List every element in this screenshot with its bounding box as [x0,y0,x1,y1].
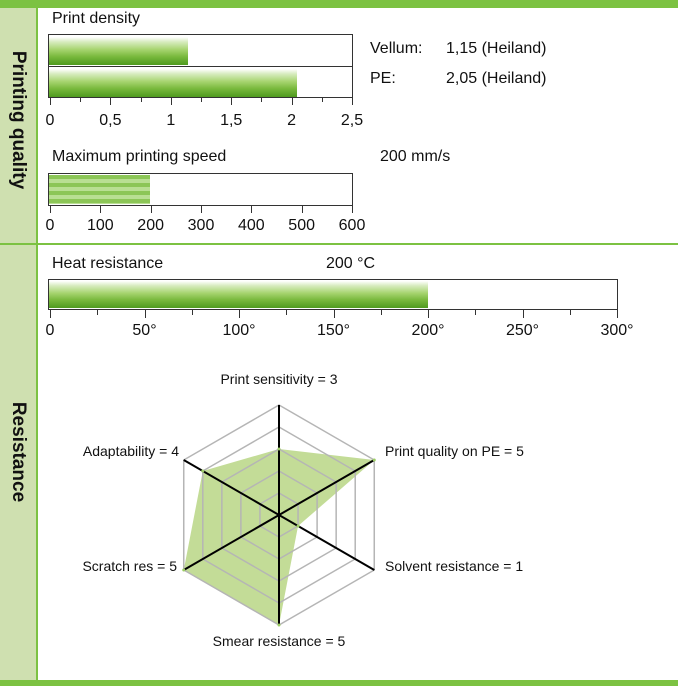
tick-label: 100 [86,217,114,234]
axis-minor-tick [140,98,142,103]
axis-tick [50,98,51,105]
axis-tick [201,206,202,213]
radar-spoke [183,459,375,571]
axis-minor-tick [569,310,571,315]
axis-minor-tick [380,310,382,315]
tick-label: 2 [287,112,297,129]
axis-minor-tick [321,98,323,103]
bar-speed [49,175,150,204]
print-density-row-divider [49,66,352,67]
axis-tick [144,310,146,318]
heat-value-label: 200 °C [326,255,376,272]
print-density-title: Print density [52,10,141,27]
axis-tick [170,98,172,105]
axis-tick [50,310,51,318]
axis-tick [100,206,102,213]
radar-point [277,447,281,451]
axis-tick [522,310,524,318]
speed-value-label: 200 mm/s [380,148,451,165]
top-accent-bar [0,0,678,8]
tick-label: 1,5 [220,112,243,129]
speed-chart [48,173,353,206]
heat-chart [48,279,618,310]
tick-label: 300 [187,217,215,234]
axis-tick [110,98,112,105]
series-label-vellum: 1,15 (Heiland) [446,40,547,57]
axis-tick [239,310,240,318]
tick-label: 2,5 [340,112,364,129]
sidebar [0,8,36,680]
axis-tick [50,206,51,213]
bar-pe [49,69,298,97]
series-label-pe: 2,05 (Heiland) [446,70,547,87]
axis-tick [352,206,353,213]
axis-minor-tick [261,98,263,103]
axis-tick [251,206,253,213]
tick-label: 200° [411,322,445,339]
radar-axis-label: Print sensitivity = 3 [220,371,337,387]
axis-tick [352,98,353,105]
axis-minor-tick [191,310,193,315]
radar-point [201,469,205,473]
tick-label: 200 [137,217,165,234]
section-divider [0,243,678,245]
axis-minor-tick [286,310,288,315]
tick-label: 300° [600,322,634,339]
axis-tick [231,98,233,105]
tick-label: 150° [316,322,351,339]
radar-point [372,458,376,462]
tick-label: 50° [132,322,157,339]
axis-minor-tick [475,310,477,315]
series-name-vellum: Vellum: [370,40,423,57]
axis-tick [150,206,152,213]
tick-label: 0 [45,112,55,129]
speed-title: Maximum printing speed [52,148,227,165]
radar-axis-label: Adaptability = 4 [83,443,179,459]
sidebar-divider [36,8,38,680]
axis-tick [617,310,618,318]
radar-axis-label: Print quality on PE = 5 [385,443,524,459]
tick-label: 500 [288,217,316,234]
radar-axis-label: Solvent resistance = 1 [385,558,523,574]
axis-tick [291,98,293,105]
tick-label: 0 [45,322,55,339]
radar-point [277,623,281,627]
axis-minor-tick [201,98,202,103]
radar-point [296,524,300,528]
radar-point [182,568,186,572]
print-density-chart [48,34,353,98]
axis-tick [428,310,429,318]
tick-label: 0 [45,217,55,234]
tick-label: 250° [505,322,540,339]
series-name-pe: PE: [370,70,396,87]
tick-label: 100° [222,322,256,339]
tick-label: 400 [237,217,265,234]
bar-vellum [49,37,189,65]
tick-label: 0,5 [99,112,122,129]
axis-tick [301,206,303,213]
radar-axis-label: Scratch res = 5 [82,558,177,574]
radar-axis-label: Smear resistance = 5 [213,633,346,649]
tick-label: 600 [338,217,366,234]
bottom-accent-bar [0,680,678,686]
tick-label: 1 [166,112,176,129]
axis-minor-tick [80,98,82,103]
bar-heat [49,281,428,308]
axis-tick [333,310,335,318]
axis-minor-tick [97,310,99,315]
heat-title: Heat resistance [52,255,164,272]
